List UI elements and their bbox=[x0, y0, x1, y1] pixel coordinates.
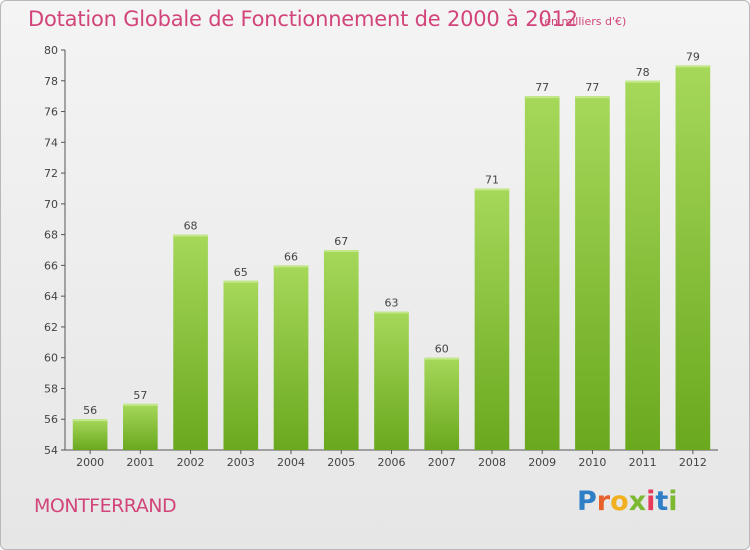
data-label-2008: 71 bbox=[485, 173, 499, 186]
x-tick-label: 2003 bbox=[227, 456, 255, 469]
data-label-2002: 68 bbox=[184, 220, 198, 233]
logo-letter: x bbox=[628, 486, 647, 517]
y-tick-label: 74 bbox=[44, 136, 58, 149]
bar-highlight bbox=[424, 357, 460, 360]
x-tick-label: 2009 bbox=[528, 456, 556, 469]
y-tick-label: 78 bbox=[44, 75, 58, 88]
y-tick-label: 76 bbox=[44, 106, 58, 119]
bar-2002[interactable] bbox=[173, 234, 208, 450]
data-label-2012: 79 bbox=[686, 50, 700, 63]
x-axis: 2000 2001 2002 2003 2004 2005 2006 2007 2008 2009… bbox=[65, 449, 718, 469]
bar-2000[interactable] bbox=[72, 419, 108, 450]
data-label-2007: 60 bbox=[435, 343, 449, 356]
x-tick-label: 2006 bbox=[378, 456, 406, 469]
bar-2004[interactable] bbox=[273, 265, 309, 450]
bar-highlight bbox=[72, 419, 108, 422]
bar-2007[interactable] bbox=[424, 357, 460, 450]
logo-letter: i bbox=[668, 486, 678, 517]
logo-letter: t bbox=[655, 486, 669, 517]
bar-highlight bbox=[575, 96, 610, 99]
bar-highlight bbox=[474, 188, 510, 191]
bar-highlight bbox=[323, 250, 359, 252]
bars bbox=[72, 65, 711, 451]
bar-highlight bbox=[524, 96, 560, 99]
bar-highlight bbox=[625, 80, 660, 83]
x-tick-label: 2007 bbox=[428, 456, 456, 469]
x-tick-label: 2004 bbox=[277, 456, 305, 469]
bar-highlight bbox=[223, 280, 259, 283]
x-tick-label: 2012 bbox=[679, 456, 707, 469]
bar-2001[interactable] bbox=[123, 403, 158, 450]
logo-letter: i bbox=[646, 486, 656, 517]
data-label-2006: 63 bbox=[385, 297, 399, 310]
proxiti-logo[interactable]: Proxiti bbox=[577, 486, 678, 517]
x-tick-label: 2001 bbox=[126, 456, 154, 469]
data-label-2010: 77 bbox=[585, 81, 599, 94]
x-tick-label: 2008 bbox=[478, 456, 506, 469]
data-label-2005: 67 bbox=[334, 235, 348, 248]
y-tick-label: 54 bbox=[44, 444, 58, 457]
bar-highlight bbox=[675, 65, 711, 68]
data-labels: 56 57 68 65 66 67 63 60 71 77 77 78 79 bbox=[83, 50, 700, 417]
bar-2008[interactable] bbox=[474, 188, 510, 450]
y-tick-label: 68 bbox=[44, 229, 58, 242]
bar-2006[interactable] bbox=[374, 311, 409, 450]
x-tick-label: 2011 bbox=[629, 456, 657, 469]
x-tick-label: 2002 bbox=[177, 456, 205, 469]
bar-2011[interactable] bbox=[625, 80, 660, 451]
y-tick-label: 56 bbox=[44, 413, 58, 426]
y-tick-label: 58 bbox=[44, 382, 58, 395]
commune-name: MONTFERRAND bbox=[34, 495, 177, 517]
y-tick-label: 60 bbox=[44, 352, 58, 365]
bar-highlight bbox=[173, 234, 208, 237]
bar-highlight bbox=[123, 403, 158, 406]
logo-letter: r bbox=[596, 486, 611, 517]
bar-highlight bbox=[374, 311, 409, 314]
y-tick-label: 70 bbox=[44, 198, 58, 211]
y-tick-label: 66 bbox=[44, 259, 58, 272]
data-label-2009: 77 bbox=[535, 81, 549, 94]
data-label-2011: 78 bbox=[636, 66, 650, 79]
logo-letter: o bbox=[610, 486, 629, 517]
data-label-2003: 65 bbox=[234, 266, 248, 279]
data-label-2004: 66 bbox=[284, 250, 298, 263]
x-tick-label: 2000 bbox=[76, 456, 104, 469]
chart-title: Dotation Globale de Fonctionnement de 20… bbox=[28, 7, 578, 31]
logo-letter: P bbox=[577, 486, 597, 517]
bar-2012[interactable] bbox=[675, 65, 711, 450]
y-tick-label: 80 bbox=[44, 44, 58, 57]
y-tick-label: 62 bbox=[44, 321, 58, 334]
bar-2005[interactable] bbox=[323, 250, 359, 450]
data-label-2001: 57 bbox=[133, 389, 147, 402]
chart-subtitle: (en milliers d'€) bbox=[540, 15, 627, 28]
y-tick-label: 64 bbox=[44, 290, 58, 303]
y-axis: 54 56 58 60 62 64 66 68 70 72 74 76 78 80 bbox=[44, 44, 66, 457]
bar-2009[interactable] bbox=[524, 96, 560, 451]
y-tick-label: 72 bbox=[44, 167, 58, 180]
bar-2010[interactable] bbox=[575, 96, 610, 451]
x-tick-label: 2005 bbox=[327, 456, 355, 469]
data-label-2000: 56 bbox=[83, 404, 97, 417]
x-tick-label: 2010 bbox=[578, 456, 606, 469]
bar-2003[interactable] bbox=[223, 280, 259, 450]
bar-highlight bbox=[273, 265, 309, 268]
